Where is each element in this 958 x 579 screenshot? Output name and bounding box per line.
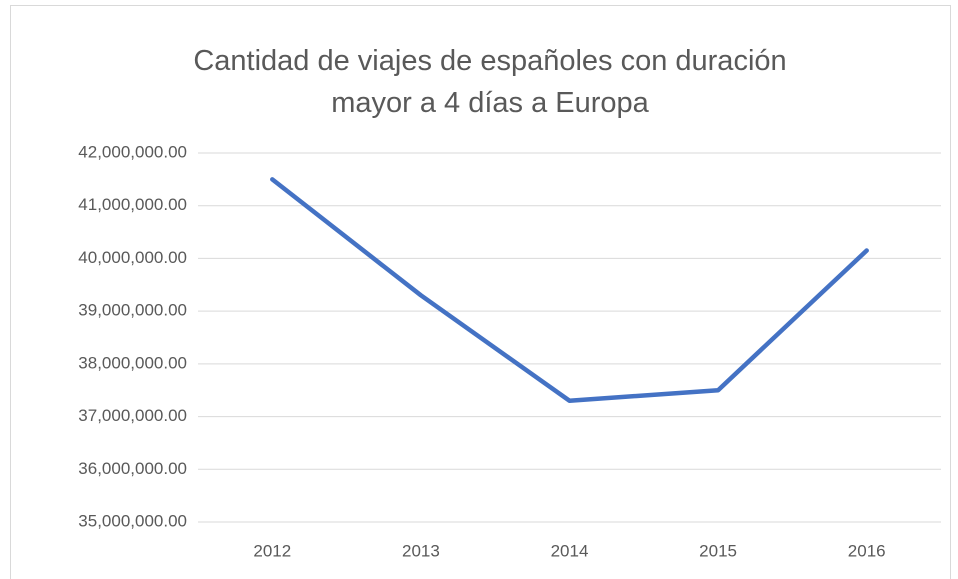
chart-border (10, 5, 951, 579)
y-tick-label: 41,000,000.00 (78, 195, 187, 214)
x-tick-label: 2014 (551, 541, 589, 560)
y-tick-label: 36,000,000.00 (78, 459, 187, 478)
x-tick-label: 2016 (848, 541, 886, 560)
x-tick-label: 2013 (402, 541, 440, 560)
x-tick-label: 2015 (699, 541, 737, 560)
y-tick-label: 42,000,000.00 (78, 142, 187, 161)
y-tick-label: 38,000,000.00 (78, 353, 187, 372)
data-line (270, 177, 869, 404)
y-tick-label: 37,000,000.00 (78, 406, 187, 425)
y-tick-label: 35,000,000.00 (78, 511, 187, 530)
y-tick-label: 39,000,000.00 (78, 301, 187, 320)
chart-title: Cantidad de viajes de españoles con dura… (193, 45, 787, 119)
y-tick-label: 40,000,000.00 (78, 248, 187, 267)
x-tick-label: 2012 (253, 541, 291, 560)
